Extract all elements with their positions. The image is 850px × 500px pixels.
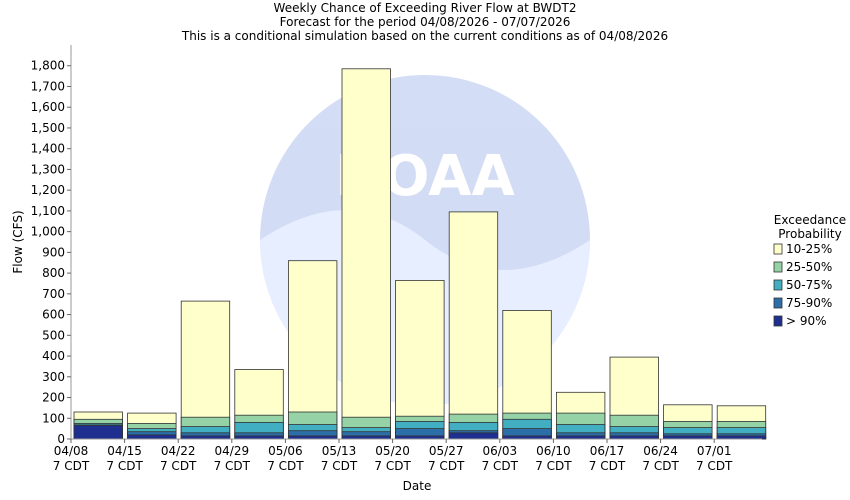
y-tick-label: 500 bbox=[42, 328, 65, 342]
x-tick-label-date: 04/08 bbox=[54, 444, 89, 458]
x-tick-label-time: 7 CDT bbox=[53, 459, 90, 473]
bar-05-13-1025 bbox=[341, 68, 391, 440]
y-tick-label: 800 bbox=[42, 266, 65, 280]
y-tick-label: 1,400 bbox=[31, 142, 65, 156]
x-axis-label: Date bbox=[403, 479, 432, 493]
bar-04-15-90 bbox=[127, 434, 177, 440]
x-tick-label-date: 04/22 bbox=[161, 444, 196, 458]
y-tick-label: 0 bbox=[57, 432, 65, 446]
legend-swatch bbox=[773, 315, 783, 327]
x-tick-label-time: 7 CDT bbox=[106, 459, 143, 473]
x-tick-label-date: 06/17 bbox=[590, 444, 625, 458]
legend-label: 10-25% bbox=[786, 242, 832, 256]
y-tick-label: 1,500 bbox=[31, 121, 65, 135]
chart-subtitle-simulation: This is a conditional simulation based o… bbox=[181, 29, 668, 43]
x-tick-label-date: 06/24 bbox=[643, 444, 678, 458]
legend-title-exceedance: Exceedance bbox=[774, 213, 846, 227]
legend-label: 25-50% bbox=[786, 260, 832, 274]
chart-title: Weekly Chance of Exceeding River Flow at… bbox=[274, 1, 577, 15]
legend-label: 50-75% bbox=[786, 278, 832, 292]
legend-label: 75-90% bbox=[786, 296, 832, 310]
x-tick-label-time: 7 CDT bbox=[321, 459, 358, 473]
bar-05-27-90 bbox=[448, 432, 499, 440]
x-tick-label-time: 7 CDT bbox=[482, 459, 519, 473]
y-tick-label: 900 bbox=[42, 245, 65, 259]
x-tick-label-date: 05/06 bbox=[268, 444, 303, 458]
x-tick-label-time: 7 CDT bbox=[428, 459, 465, 473]
bar-stacks bbox=[73, 68, 767, 440]
y-tick-label: 1,800 bbox=[31, 59, 65, 73]
legend-swatch bbox=[773, 297, 783, 309]
x-tick-label-date: 05/20 bbox=[375, 444, 410, 458]
chart-subtitle-forecast: Forecast for the period 04/08/2026 - 07/… bbox=[280, 15, 571, 29]
y-tick-label: 1,300 bbox=[31, 162, 65, 176]
x-tick-label-time: 7 CDT bbox=[696, 459, 733, 473]
y-tick-label: 1,200 bbox=[31, 183, 65, 197]
x-tick-label-date: 04/29 bbox=[215, 444, 250, 458]
legend-label: > 90% bbox=[786, 314, 827, 328]
x-tick-label-date: 04/15 bbox=[107, 444, 142, 458]
y-tick-label: 400 bbox=[42, 349, 65, 363]
bar-05-06-1025 bbox=[287, 260, 338, 440]
y-tick-label: 100 bbox=[42, 411, 65, 425]
legend: Exceedance Probability 10-25% 25-50% 50-75… bbox=[773, 213, 846, 328]
x-tick-label-time: 7 CDT bbox=[642, 459, 679, 473]
y-tick-label: 600 bbox=[42, 308, 65, 322]
y-tick-label: 200 bbox=[42, 391, 65, 405]
y-tick-label: 1,100 bbox=[31, 204, 65, 218]
y-axis: 0 100 200 300 400 500 600 700 800 900 1,000 1,100 1,… bbox=[31, 45, 762, 446]
legend-swatch bbox=[773, 243, 783, 255]
x-tick-label-date: 05/13 bbox=[322, 444, 357, 458]
legend-swatch bbox=[773, 279, 783, 291]
y-tick-label: 700 bbox=[42, 287, 65, 301]
bar-04-08-90 bbox=[73, 425, 123, 440]
x-tick-label-time: 7 CDT bbox=[535, 459, 572, 473]
x-tick-label-time: 7 CDT bbox=[160, 459, 197, 473]
x-tick-label-date: 06/10 bbox=[536, 444, 571, 458]
x-tick-label-date: 06/03 bbox=[483, 444, 518, 458]
y-tick-label: 1,600 bbox=[31, 100, 65, 114]
x-tick-label-time: 7 CDT bbox=[267, 459, 304, 473]
legend-title-probability: Probability bbox=[778, 227, 841, 241]
bar-04-22-1025 bbox=[180, 300, 231, 440]
y-axis-label: Flow (CFS) bbox=[11, 210, 25, 273]
y-tick-label: 300 bbox=[42, 370, 65, 384]
x-tick-label-time: 7 CDT bbox=[589, 459, 626, 473]
legend-swatch bbox=[773, 261, 783, 273]
x-tick-label-date: 05/27 bbox=[429, 444, 464, 458]
y-tick-label: 1,700 bbox=[31, 79, 65, 93]
bar-05-27-1025 bbox=[448, 211, 499, 440]
x-tick-label-date: 07/01 bbox=[697, 444, 732, 458]
y-tick-label: 1,000 bbox=[31, 225, 65, 239]
x-tick-label-time: 7 CDT bbox=[214, 459, 251, 473]
bar-05-20-1025 bbox=[395, 279, 445, 440]
x-tick-label-time: 7 CDT bbox=[374, 459, 411, 473]
